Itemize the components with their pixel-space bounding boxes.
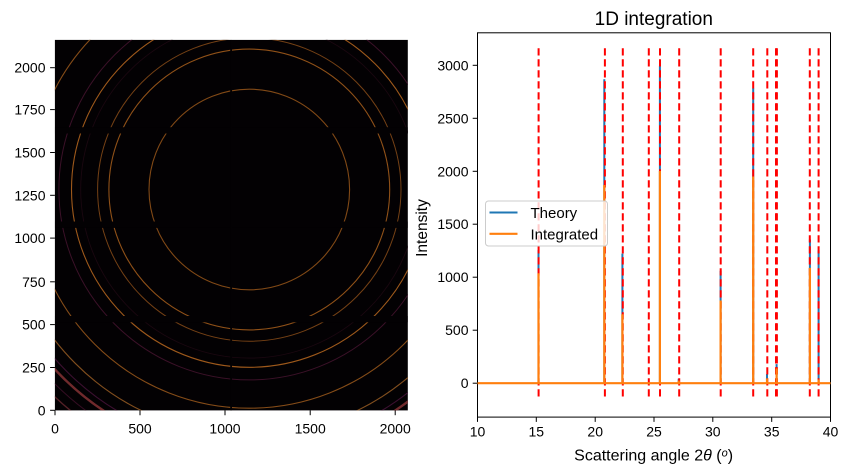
svg-text:10: 10 [470,424,486,440]
svg-text:2000: 2000 [380,421,411,437]
svg-text:Integrated: Integrated [531,226,599,243]
svg-text:3000: 3000 [437,57,468,73]
svg-text:15: 15 [529,424,545,440]
svg-text:30: 30 [705,424,721,440]
svg-text:1000: 1000 [209,421,240,437]
svg-text:2000: 2000 [437,163,468,179]
svg-text:1000: 1000 [14,230,45,246]
svg-text:1750: 1750 [14,102,45,118]
svg-text:25: 25 [646,424,662,440]
svg-text:2000: 2000 [14,60,45,76]
svg-text:1500: 1500 [14,145,45,161]
svg-text:500: 500 [22,317,46,333]
svg-text:1500: 1500 [295,421,326,437]
svg-text:500: 500 [128,421,152,437]
svg-text:0: 0 [38,402,46,418]
svg-text:Scattering angle 2θ (o): Scattering angle 2θ (o) [574,448,733,465]
svg-text:500: 500 [445,322,469,338]
svg-text:1250: 1250 [14,187,45,203]
svg-text:0: 0 [51,421,59,437]
svg-text:20: 20 [587,424,603,440]
svg-text:1D integration: 1D integration [595,9,713,30]
svg-text:2500: 2500 [437,110,468,126]
svg-text:Theory: Theory [531,205,578,222]
svg-text:1000: 1000 [437,269,468,285]
svg-text:1500: 1500 [437,216,468,232]
svg-text:0: 0 [461,375,469,391]
svg-text:250: 250 [22,360,46,376]
svg-text:40: 40 [823,424,839,440]
svg-text:750: 750 [22,274,46,290]
svg-text:Intensity: Intensity [414,199,431,257]
svg-text:35: 35 [764,424,780,440]
